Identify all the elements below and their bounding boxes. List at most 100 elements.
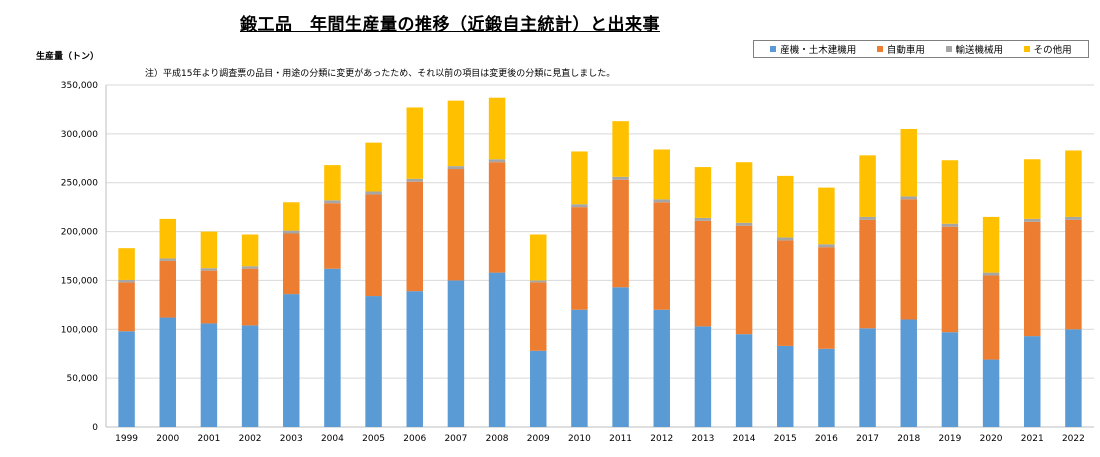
x-tick-label: 2003 xyxy=(280,434,303,444)
bar-segment xyxy=(941,332,959,427)
bar-segment xyxy=(941,223,959,227)
bar-segment xyxy=(530,282,547,351)
bar-segment xyxy=(571,204,588,208)
bar-segment xyxy=(571,151,588,205)
bar-segment xyxy=(530,280,547,283)
bar-segment xyxy=(777,240,794,346)
bar-segment xyxy=(488,97,506,160)
legend-item: その他用 xyxy=(1023,42,1072,56)
legend-label: その他用 xyxy=(1033,45,1072,56)
bar-segment xyxy=(818,247,835,349)
y-tick-label: 350,000 xyxy=(61,81,98,91)
x-tick-label: 2018 xyxy=(897,434,920,444)
legend-item: 輸送機械用 xyxy=(945,42,1004,56)
bar-segment xyxy=(1065,329,1082,427)
bar-segment xyxy=(1024,221,1041,337)
bar-segment xyxy=(612,179,629,288)
legend-swatch xyxy=(876,46,883,52)
bar-segment xyxy=(365,296,382,427)
bar-segment xyxy=(612,287,629,427)
bar-segment xyxy=(1024,336,1041,427)
legend-label: 産機・土木建機用 xyxy=(780,45,857,56)
bar-segment xyxy=(241,325,259,427)
x-tick-label: 2021 xyxy=(1021,434,1044,444)
bar-segment xyxy=(982,359,1000,427)
x-tick-label: 2009 xyxy=(527,434,550,444)
bar-segment xyxy=(1065,150,1082,217)
bar-segment xyxy=(200,231,218,269)
x-tick-label: 2000 xyxy=(156,434,179,444)
bar-segment xyxy=(283,230,300,234)
bar-segment xyxy=(118,331,135,427)
bar-segment xyxy=(283,233,300,295)
y-tick-label: 0 xyxy=(92,423,98,433)
bar-segment xyxy=(694,167,712,218)
bar-segment xyxy=(1065,219,1082,330)
bar-segment xyxy=(900,196,917,200)
x-tick-label: 2013 xyxy=(691,434,714,444)
chart-legend: 産機・土木建機用 自動車用 輸送機械用 その他用 xyxy=(753,40,1089,58)
bar-segment xyxy=(241,266,259,269)
chart-title: 鍛工品 年間生産量の推移（近鍛自主統計）と出来事 xyxy=(240,15,660,35)
bar-segment xyxy=(571,207,588,310)
bar-segment xyxy=(653,199,670,203)
bar-segment xyxy=(1024,218,1041,222)
bar-segment xyxy=(118,282,135,332)
bar-segment xyxy=(653,202,670,310)
legend-label: 輸送機械用 xyxy=(955,45,1004,56)
bar-segment xyxy=(982,272,1000,276)
bar-segment xyxy=(900,128,917,197)
bar-segment xyxy=(818,244,835,248)
y-axis-label: 生産量（トン） xyxy=(36,52,100,62)
bar-segment xyxy=(694,220,712,327)
legend-swatch xyxy=(770,46,777,52)
bar-segment xyxy=(1024,159,1041,219)
bar-segment xyxy=(859,155,876,217)
bar-segment xyxy=(900,319,917,427)
bar-segment xyxy=(324,200,341,204)
legend-label: 自動車用 xyxy=(886,45,925,56)
bar-segment xyxy=(241,268,259,326)
x-tick-label: 2015 xyxy=(774,434,797,444)
bar-segment xyxy=(530,234,547,281)
bar-segment xyxy=(365,142,382,192)
bar-segment xyxy=(777,175,794,238)
bar-segment xyxy=(406,291,423,427)
bar-segment xyxy=(735,222,753,226)
bar-segment xyxy=(447,166,465,170)
legend-item: 自動車用 xyxy=(876,42,925,56)
bar-segment xyxy=(406,107,423,179)
bar-segment xyxy=(694,326,712,427)
bar-segment xyxy=(200,270,218,324)
bar-segment xyxy=(406,181,423,292)
bar-segment xyxy=(571,309,588,427)
bar-segment xyxy=(694,217,712,221)
y-tick-label: 150,000 xyxy=(61,276,98,286)
bar-segment xyxy=(735,334,753,427)
y-tick-label: 250,000 xyxy=(61,179,98,189)
x-tick-label: 2001 xyxy=(197,434,220,444)
x-tick-label: 2005 xyxy=(362,434,385,444)
x-tick-label: 2004 xyxy=(321,434,344,444)
bar-segment xyxy=(447,100,465,167)
bar-segment xyxy=(488,272,506,427)
bar-segment xyxy=(859,216,876,220)
bar-segment xyxy=(818,348,835,427)
y-tick-label: 300,000 xyxy=(61,130,98,140)
bar-segment xyxy=(941,160,959,224)
bar-segment xyxy=(941,226,959,333)
bar-segment xyxy=(159,218,176,259)
x-tick-label: 2011 xyxy=(609,434,632,444)
x-tick-label: 2020 xyxy=(980,434,1003,444)
bar-segment xyxy=(324,203,341,269)
bar-segment xyxy=(447,169,465,281)
bar-segment xyxy=(777,237,794,241)
bar-segment xyxy=(777,345,794,427)
bar-segment xyxy=(118,279,135,283)
bar-segment xyxy=(159,258,176,261)
bar-segment xyxy=(653,309,670,427)
x-tick-label: 2002 xyxy=(239,434,262,444)
bar-segment xyxy=(283,202,300,231)
bar-segment xyxy=(900,199,917,320)
